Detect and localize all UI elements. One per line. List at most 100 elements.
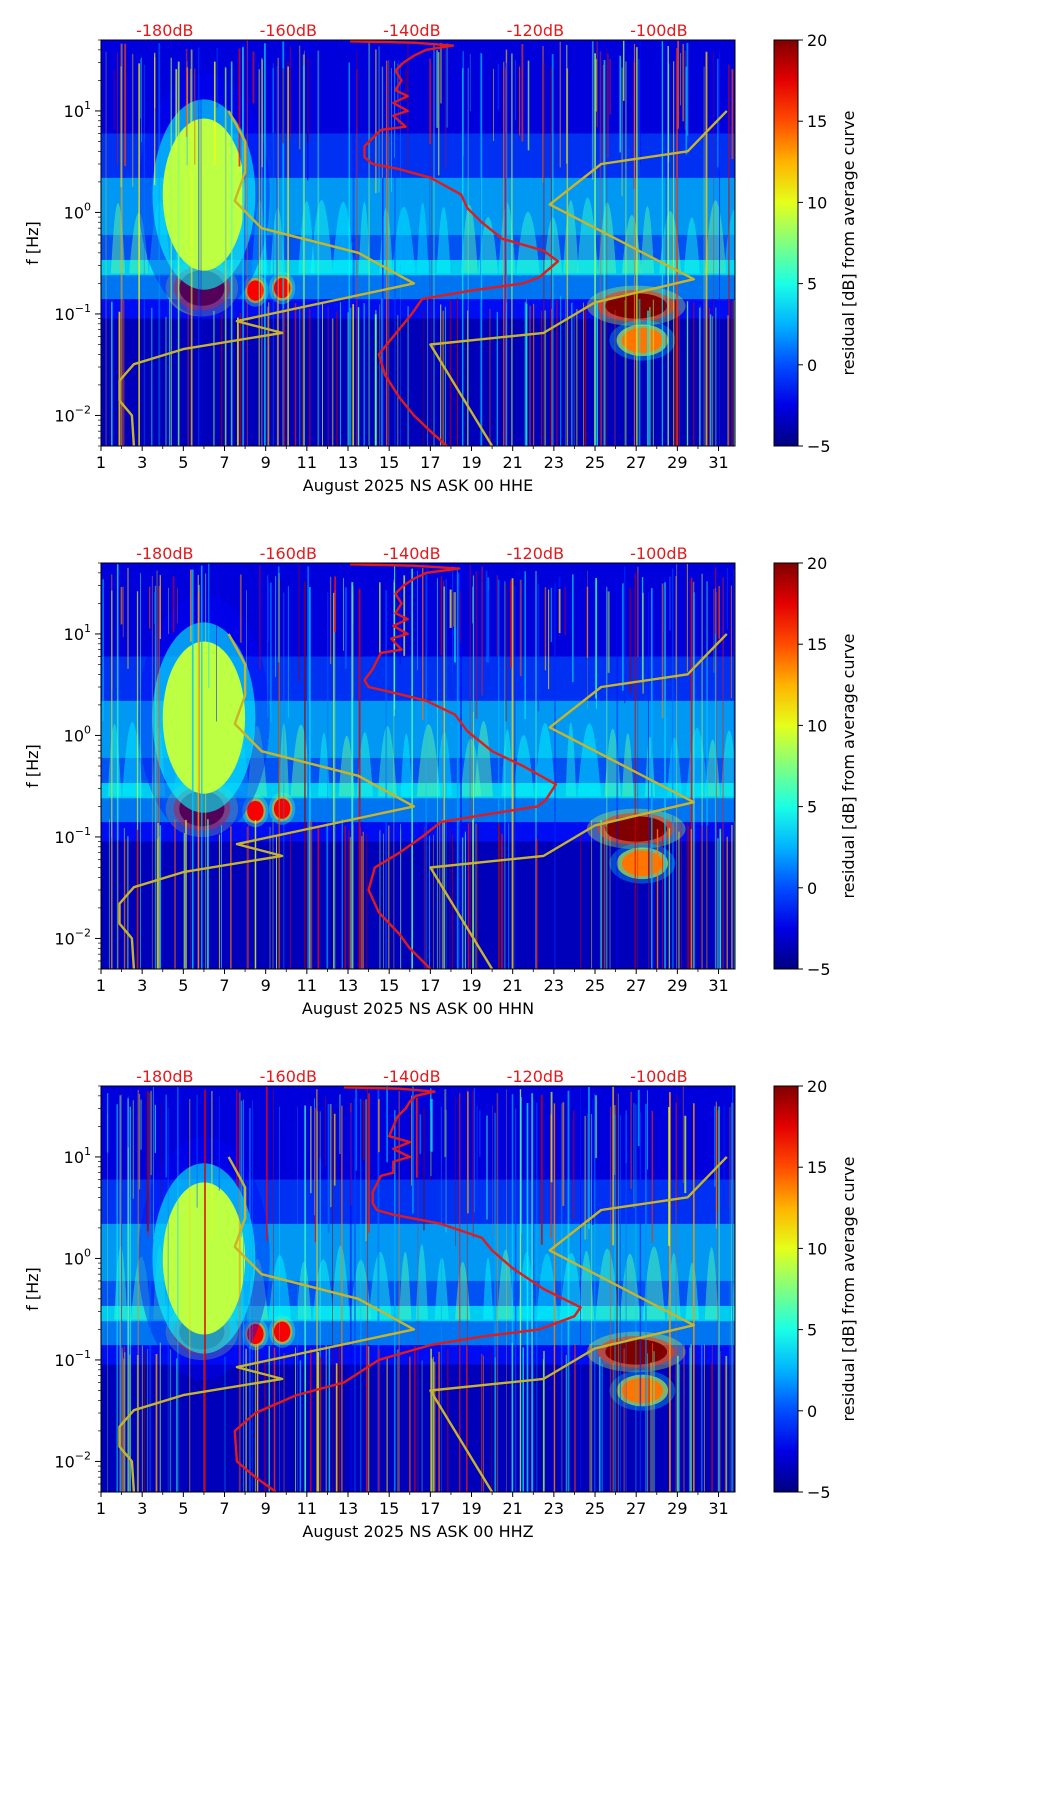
colorbar-tick-label: 0: [807, 356, 817, 375]
x-tick-label: 15: [379, 1499, 399, 1518]
x-tick-label: 5: [178, 976, 188, 995]
colorbar-tick-label: 20: [807, 31, 827, 50]
x-tick-label: 31: [708, 976, 728, 995]
x-tick-label: 31: [708, 1499, 728, 1518]
y-tick-label: 10−2: [54, 926, 91, 948]
x-tick-label: 19: [461, 976, 481, 995]
x-tick-label: 27: [626, 1499, 646, 1518]
top-db-label: -140dB: [383, 21, 440, 40]
y-tick-label: 101: [64, 622, 91, 644]
x-tick-label: 27: [626, 976, 646, 995]
top-db-label: -140dB: [383, 544, 440, 563]
top-db-label: -100dB: [630, 544, 687, 563]
x-tick-label: 13: [338, 976, 358, 995]
y-axis-label: f [Hz]: [23, 1267, 42, 1311]
top-db-label: -100dB: [630, 21, 687, 40]
top-db-label: -120dB: [507, 21, 564, 40]
y-tick-label: 10−2: [54, 1449, 91, 1471]
x-tick-label: 1: [96, 1499, 106, 1518]
colorbar-label: residual [dB] from average curve: [839, 634, 858, 899]
x-tick-label: 1: [96, 453, 106, 472]
colorbar-tick-label: 10: [807, 1239, 827, 1258]
x-tick-label: 9: [261, 976, 271, 995]
colorbar: −5 0 5 10 15 20 residual [dB] from average cur…: [773, 554, 858, 979]
x-tick-label: 19: [461, 1499, 481, 1518]
top-db-label: -120dB: [507, 1067, 564, 1086]
top-db-label: -140dB: [383, 1067, 440, 1086]
top-db-label: -180dB: [136, 21, 193, 40]
series-line-1: [350, 563, 558, 969]
x-tick-label: 31: [708, 453, 728, 472]
y-tick-label: 100: [64, 1246, 91, 1268]
top-db-label: -160dB: [260, 21, 317, 40]
colorbar-tick-label: 10: [807, 193, 827, 212]
top-db-label: -180dB: [136, 1067, 193, 1086]
colorbar-tick-label: 5: [807, 275, 817, 294]
x-tick-label: 13: [338, 1499, 358, 1518]
x-tick-label: 17: [420, 976, 440, 995]
colorbar-tick-label: 20: [807, 1077, 827, 1096]
x-tick-label: 11: [297, 1499, 317, 1518]
x-tick-label: 23: [544, 453, 564, 472]
top-db-label: -120dB: [507, 544, 564, 563]
x-tick-label: 21: [503, 1499, 523, 1518]
x-tick-label: 15: [379, 453, 399, 472]
y-tick-label: 10−2: [54, 403, 91, 425]
y-axis-label: f [Hz]: [23, 744, 42, 788]
x-tick-label: 21: [503, 453, 523, 472]
colorbar-tick-label: 5: [807, 798, 817, 817]
colorbar-tick-label: −5: [807, 1483, 831, 1502]
series-line-3: [429, 1156, 728, 1492]
x-tick-label: 13: [338, 453, 358, 472]
heatmap-area: [101, 1086, 735, 1492]
x-tick-label: 25: [585, 453, 605, 472]
colorbar-tick-label: 0: [807, 879, 817, 898]
series-line-3: [429, 633, 728, 969]
x-tick-label: 11: [297, 453, 317, 472]
top-db-label: -100dB: [630, 1067, 687, 1086]
top-db-label: -160dB: [260, 544, 317, 563]
colorbar-label: residual [dB] from average curve: [839, 111, 858, 376]
x-tick-label: 15: [379, 976, 399, 995]
heatmap-area: [101, 563, 735, 969]
top-db-label: -160dB: [260, 1067, 317, 1086]
x-tick-label: 17: [420, 453, 440, 472]
x-tick-label: 1: [96, 976, 106, 995]
colorbar-tick-label: −5: [807, 437, 831, 456]
colorbar: −5 0 5 10 15 20 residual [dB] from average cur…: [773, 1077, 858, 1502]
x-tick-label: 23: [544, 1499, 564, 1518]
colorbar-tick-label: −5: [807, 960, 831, 979]
x-tick-label: 9: [261, 1499, 271, 1518]
y-tick-label: 100: [64, 200, 91, 222]
x-tick-label: 29: [667, 1499, 687, 1518]
colorbar-label: residual [dB] from average curve: [839, 1157, 858, 1422]
x-axis-label: August 2025 NS ASK 00 HHN: [302, 999, 534, 1018]
x-tick-label: 7: [219, 453, 229, 472]
series-line-2: [118, 110, 416, 446]
x-tick-label: 25: [585, 1499, 605, 1518]
x-tick-label: 3: [137, 453, 147, 472]
x-tick-label: 5: [178, 453, 188, 472]
x-tick-label: 17: [420, 1499, 440, 1518]
y-tick-label: 10−1: [54, 1348, 91, 1370]
colorbar-tick-label: 10: [807, 716, 827, 735]
x-tick-label: 7: [219, 976, 229, 995]
x-tick-label: 29: [667, 453, 687, 472]
x-tick-label: 23: [544, 976, 564, 995]
colorbar: −5 0 5 10 15 20 residual [dB] from average cur…: [773, 31, 858, 456]
series-line-3: [429, 110, 728, 446]
y-tick-label: 10−1: [54, 825, 91, 847]
series-line-1: [233, 1086, 582, 1492]
top-db-label: -180dB: [136, 544, 193, 563]
y-tick-label: 101: [64, 99, 91, 121]
series-line-1: [350, 40, 560, 446]
x-tick-label: 19: [461, 453, 481, 472]
x-tick-label: 11: [297, 976, 317, 995]
x-tick-label: 7: [219, 1499, 229, 1518]
series-line-2: [118, 633, 416, 969]
y-tick-label: 101: [64, 1145, 91, 1167]
x-tick-label: 25: [585, 976, 605, 995]
x-tick-label: 5: [178, 1499, 188, 1518]
x-axis-label: August 2025 NS ASK 00 HHE: [303, 476, 533, 495]
